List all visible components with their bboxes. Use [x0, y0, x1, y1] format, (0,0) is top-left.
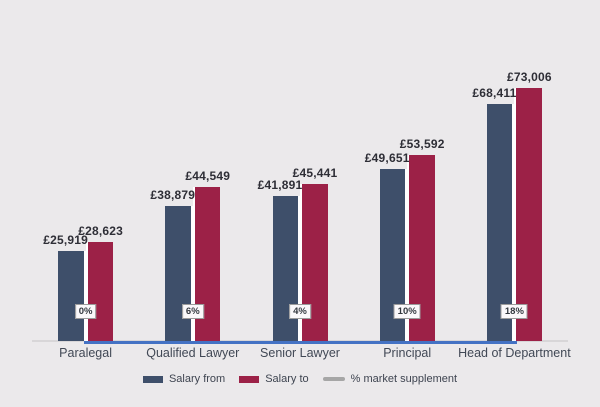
market-supplement-label: 6% [181, 304, 204, 319]
legend-label-salary-to: Salary to [265, 373, 309, 385]
value-label-salary-from: £25,919 [43, 233, 88, 248]
legend-item-salary-from: Salary from [142, 373, 226, 385]
value-label-salary-from: £41,891 [257, 177, 303, 192]
legend-swatch-salary-from [142, 375, 163, 383]
bar-salary-from [58, 251, 86, 341]
value-label-salary-from: £49,651 [364, 150, 410, 165]
value-label-salary-from: £68,411 [472, 85, 517, 100]
bar-salary-from [272, 195, 300, 341]
legend-swatch-market-supplement-line [322, 377, 345, 381]
bar-salary-to [514, 88, 542, 341]
category-label: Senior Lawyer [260, 346, 340, 360]
bar-salary-from [165, 206, 193, 341]
legend-item-salary-to: Salary to [239, 373, 309, 385]
bar-salary-to [85, 241, 114, 341]
value-label-salary-to: £53,592 [399, 137, 445, 152]
value-label-salary-from: £38,879 [150, 188, 196, 203]
legend-item-market-supplement: % market supplement [322, 373, 458, 385]
legend-label-salary-from: Salary from [168, 373, 226, 385]
value-label-salary-to: £28,623 [78, 223, 123, 238]
value-label-salary-to: £45,441 [292, 165, 338, 180]
category-label: Paralegal [59, 346, 112, 360]
market-supplement-label: 4% [289, 304, 311, 319]
legend-swatch-salary-to [239, 375, 260, 383]
market-supplement-label: 0% [74, 304, 97, 319]
market-supplement-label: 10% [393, 304, 421, 319]
category-label: Qualified Lawyer [146, 346, 240, 360]
market-supplement-label: 18% [500, 304, 528, 319]
category-label: Head of Department [458, 346, 571, 360]
value-label-salary-to: £44,549 [185, 168, 231, 183]
legend-label-market-supplement: % market supplement [350, 373, 458, 385]
chart-legend: Salary from Salary to % market supplemen… [0, 370, 600, 388]
market-supplement-line [84, 341, 517, 344]
bar-salary-from [486, 103, 515, 341]
category-label: Principal [383, 346, 432, 360]
value-label-salary-to: £73,006 [507, 70, 552, 84]
